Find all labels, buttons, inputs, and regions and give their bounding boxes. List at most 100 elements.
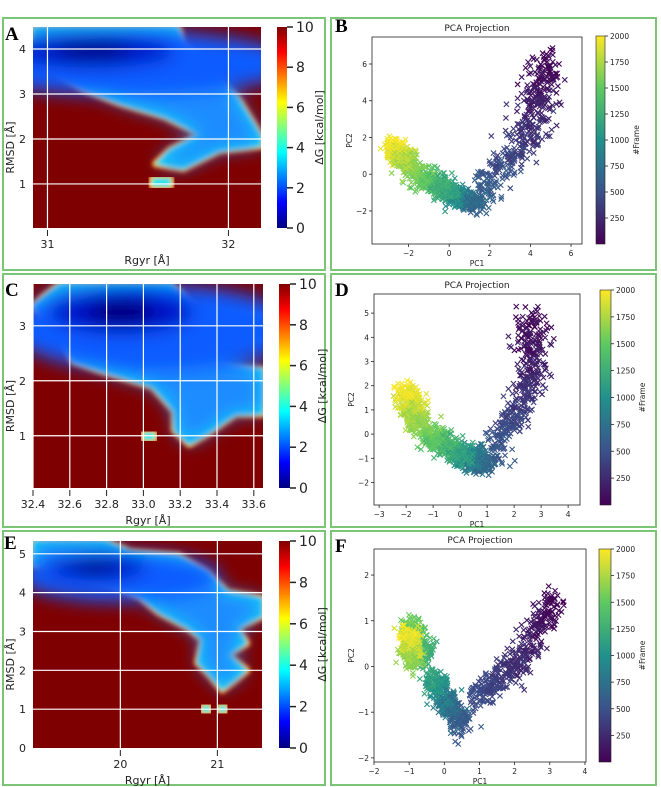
scatter-point <box>406 184 413 191</box>
scatter-point <box>502 114 509 121</box>
scatter-point <box>483 176 490 183</box>
scatter-point <box>391 384 398 391</box>
scatter-point <box>392 397 399 404</box>
scatter-point <box>457 202 464 209</box>
scatter-point <box>442 714 449 721</box>
scatter-point <box>470 707 477 714</box>
scatter-point <box>412 146 419 153</box>
y-tick-label: 0 <box>19 742 26 755</box>
scatter-point <box>529 54 536 61</box>
x-tick-label: 3 <box>547 767 552 776</box>
scatter-point <box>418 177 425 184</box>
scatter-point <box>483 188 490 195</box>
scatter-point <box>518 335 525 342</box>
scatter-point <box>404 377 411 384</box>
scatter-point <box>498 193 505 200</box>
scatter-point <box>458 192 465 199</box>
scatter-point <box>524 87 531 94</box>
scatter-point <box>452 714 459 721</box>
scatter-point <box>396 629 403 636</box>
scatter-point <box>420 658 427 665</box>
y-tick-label: 1 <box>19 178 26 191</box>
scatter-point <box>406 385 413 392</box>
scatter-point <box>405 407 412 414</box>
scatter-point <box>525 70 532 77</box>
scatter-point <box>410 635 417 642</box>
scatter-point <box>488 133 495 140</box>
scatter-point <box>454 455 461 462</box>
colorbar-tick-label: 1500 <box>616 340 635 349</box>
scatter-point <box>530 368 537 375</box>
scatter-point <box>522 64 529 71</box>
scatter-point <box>471 177 478 184</box>
scatter-point <box>442 442 449 449</box>
scatter-point <box>426 422 433 429</box>
x-tick-label: 32.8 <box>94 498 119 511</box>
scatter-point <box>455 741 462 748</box>
scatter-point <box>447 723 454 730</box>
scatter-point <box>477 208 484 215</box>
x-tick-label: 2 <box>512 510 517 519</box>
y-axis-label: PC2 <box>347 648 356 663</box>
scatter-point <box>454 711 461 718</box>
colorbar-gradient <box>277 27 287 228</box>
scatter-point <box>488 160 495 167</box>
scatter-point <box>529 339 536 346</box>
colorbar-tick-label: 1750 <box>616 313 635 322</box>
scatter-point <box>509 638 516 645</box>
scatter-point <box>487 425 494 432</box>
scatter-point <box>505 333 512 340</box>
scatter-point <box>417 446 424 453</box>
x-tick-label: 4 <box>528 249 533 258</box>
scatter-point <box>535 123 542 130</box>
scatter-point <box>537 61 544 68</box>
scatter-point <box>413 177 420 184</box>
scatter-point <box>536 617 543 624</box>
x-tick-label: 0 <box>458 510 463 519</box>
scatter-point <box>393 659 400 666</box>
scatter-point <box>447 725 454 732</box>
scatter-point <box>407 620 414 627</box>
scatter-point <box>416 182 423 189</box>
scatter-point <box>440 698 447 705</box>
panel-label: B <box>335 16 348 37</box>
plot-frame <box>373 548 587 763</box>
panel-e-frame <box>2 530 326 786</box>
x-tick-label: 33.2 <box>168 498 193 511</box>
scatter-point <box>525 346 532 353</box>
scatter-point <box>513 108 520 115</box>
y-tick-label: 4 <box>19 587 26 600</box>
y-tick-label: 2 <box>362 133 367 142</box>
scatter-point <box>415 645 422 652</box>
colorbar-label: #Frame <box>632 125 641 155</box>
scatter-point <box>402 427 409 434</box>
scatter-point <box>499 460 506 467</box>
scatter-point <box>391 625 398 632</box>
scatter-point <box>472 196 479 203</box>
scatter-point <box>483 210 490 217</box>
scatter-point <box>546 106 553 113</box>
scatter-point <box>535 653 542 660</box>
free-energy-minimum <box>33 27 261 169</box>
scatter-point <box>494 426 501 433</box>
scatter-point <box>551 625 557 632</box>
scatter-point <box>393 162 400 169</box>
scatter-point <box>400 141 407 148</box>
scatter-point <box>397 152 404 159</box>
scatter-point <box>384 139 391 146</box>
x-axis-label: Rgyr [Å] <box>125 774 170 787</box>
scatter-point <box>450 724 457 731</box>
scatter-point <box>560 599 567 606</box>
scatter-point <box>450 186 457 193</box>
scatter-point <box>509 646 516 653</box>
scatter-point <box>493 169 500 176</box>
scatter-point <box>525 59 532 66</box>
scatter-point <box>472 447 479 454</box>
scatter-point <box>411 654 418 661</box>
scatter-point <box>521 633 528 640</box>
scatter-point <box>442 699 449 706</box>
scatter-point <box>477 203 484 210</box>
scatter-point <box>545 63 552 70</box>
scatter-point <box>534 379 541 386</box>
scatter-point <box>512 314 519 321</box>
